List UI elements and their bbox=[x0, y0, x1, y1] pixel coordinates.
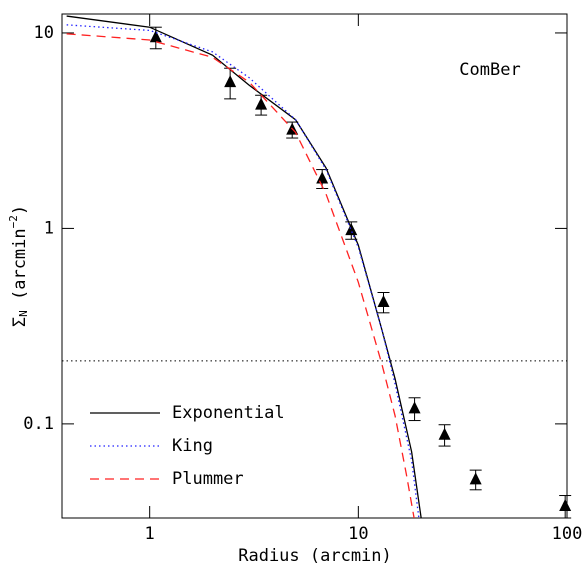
marker bbox=[149, 30, 162, 43]
model-line bbox=[66, 33, 415, 518]
legend-label: Plummer bbox=[172, 469, 244, 489]
x-tick-label: 1 bbox=[145, 524, 155, 544]
marker bbox=[408, 401, 421, 414]
y-label-part: (arcmin bbox=[10, 228, 30, 310]
model-line bbox=[66, 15, 422, 518]
legend-label: Exponential bbox=[172, 403, 285, 423]
legend-label: King bbox=[172, 436, 213, 456]
x-tick-label: 100 bbox=[552, 524, 583, 544]
plot-frame bbox=[61, 13, 568, 519]
y-label-part: −2 bbox=[7, 215, 20, 228]
y-label-part: N bbox=[17, 310, 30, 317]
marker bbox=[559, 499, 572, 512]
x-axis-label: Radius (arcmin) bbox=[238, 546, 392, 566]
y-axis-label: ΣN (arcmin−2) bbox=[7, 205, 30, 327]
model-line bbox=[66, 24, 420, 518]
y-label-part: ) bbox=[10, 205, 30, 215]
marker bbox=[224, 75, 237, 88]
marker bbox=[469, 472, 482, 485]
y-tick-label: 0.1 bbox=[23, 414, 54, 434]
marker bbox=[438, 427, 451, 440]
marker bbox=[316, 171, 329, 184]
y-tick-label: 1 bbox=[44, 218, 54, 238]
marker bbox=[255, 97, 268, 110]
y-tick-label: 10 bbox=[34, 23, 54, 43]
x-tick-label: 10 bbox=[348, 524, 368, 544]
marker bbox=[377, 295, 390, 308]
annotation: ComBer bbox=[459, 60, 520, 80]
y-label-part: Σ bbox=[10, 317, 30, 327]
